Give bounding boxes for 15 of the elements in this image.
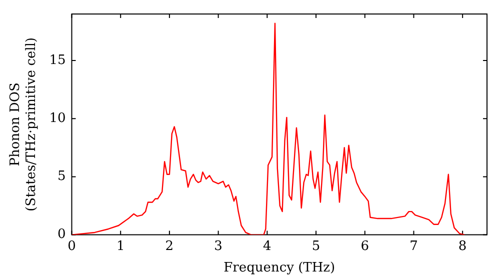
x-tick-label: 6: [360, 238, 370, 254]
x-tick-label: 0: [68, 238, 76, 254]
x-tick-label: 7: [410, 238, 418, 254]
x-tick-label: 3: [214, 238, 222, 254]
y-axis-title: Phonon DOS (States/THz·primitive cell): [8, 37, 39, 212]
y-tick-label: 0: [57, 227, 66, 242]
x-tick-label: 2: [165, 238, 174, 254]
y-tick-label: 5: [57, 169, 66, 184]
x-axis-title: Frequency (THz): [224, 260, 336, 276]
y-tick-label: 15: [49, 52, 66, 68]
x-tick-label: 1: [116, 238, 125, 254]
y-tick-label: 10: [49, 110, 66, 126]
x-tick-label: 8: [458, 238, 467, 254]
x-tick-label: 5: [312, 238, 320, 254]
x-tick-label: 4: [263, 238, 272, 254]
